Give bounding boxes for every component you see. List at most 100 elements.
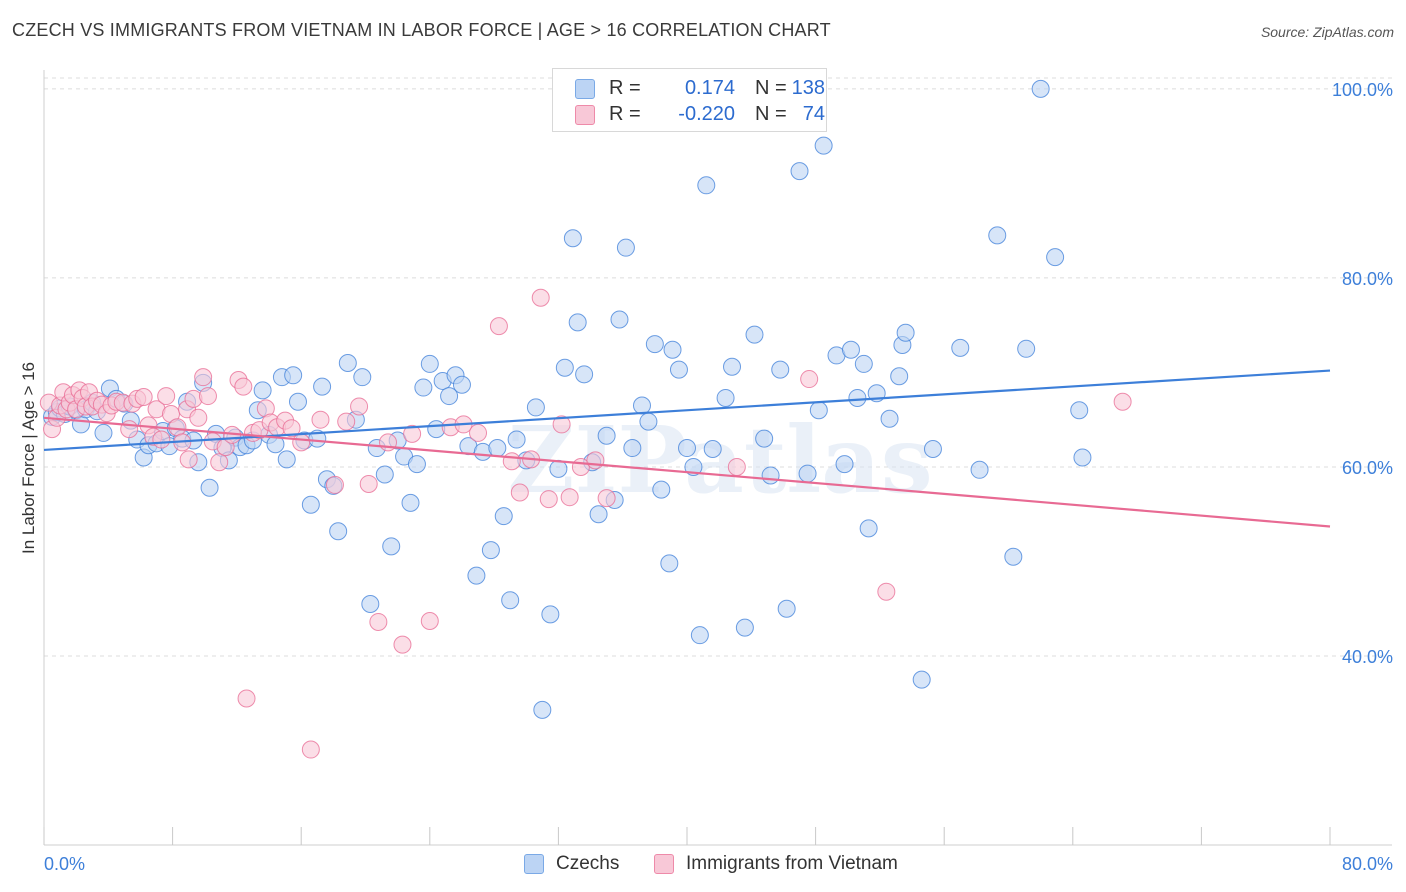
y-tick-label: 40.0%: [1342, 647, 1393, 667]
czech-point: [253, 381, 272, 400]
czech-point: [970, 460, 989, 479]
czech-point: [329, 522, 348, 541]
vietnam-point: [282, 419, 301, 438]
vietnam-point: [539, 490, 558, 509]
vietnam-point: [194, 368, 213, 387]
vietnam-point: [393, 635, 412, 654]
czech-point: [890, 367, 909, 386]
czech-point: [610, 310, 629, 329]
czech-point: [771, 360, 790, 379]
czech-point: [616, 238, 635, 257]
czech-point: [660, 554, 679, 573]
vietnam-point: [152, 430, 171, 449]
vietnam-point: [168, 418, 187, 437]
czech-point: [678, 439, 696, 458]
czech-point: [597, 426, 616, 445]
x-tick-label: 0.0%: [44, 854, 85, 874]
vietnam-point: [120, 420, 139, 439]
vietnam-legend-swatch: [654, 854, 674, 874]
series-legend: Czechs Immigrants from Vietnam: [0, 852, 1406, 878]
n-label: N =: [755, 77, 787, 99]
czech-point: [690, 626, 709, 645]
vietnam-point: [586, 451, 605, 470]
y-tick-label: 100.0%: [1332, 80, 1393, 100]
czech-point: [951, 338, 970, 357]
czech-point: [526, 398, 545, 417]
vietnam-point: [325, 475, 344, 494]
vietnam-point: [510, 483, 529, 502]
vietnam-point: [369, 612, 388, 631]
vietnam-point: [877, 582, 896, 601]
czech-point: [798, 464, 817, 483]
czech-point: [652, 480, 671, 499]
x-tick-label: 80.0%: [1342, 854, 1393, 874]
czech-point: [723, 357, 742, 376]
n-value: 74: [802, 103, 825, 125]
vietnam-point: [420, 612, 439, 631]
czech-point: [669, 360, 688, 379]
legend-label: Czechs: [556, 853, 620, 874]
czech-point: [755, 429, 774, 448]
czech-point: [481, 541, 500, 560]
r-value: 0.174: [684, 77, 735, 99]
czech-point: [859, 519, 878, 538]
czech-point: [988, 226, 1007, 245]
czech-point: [880, 409, 899, 428]
czech-point: [761, 466, 780, 485]
czech-point: [790, 162, 809, 181]
vietnam-point: [531, 288, 550, 307]
vietnam-point: [1113, 392, 1132, 411]
y-tick-label: 80.0%: [1342, 269, 1393, 289]
czech-point: [382, 537, 401, 556]
czech-point: [555, 358, 574, 377]
czech-point: [488, 439, 507, 458]
czech-point: [414, 378, 433, 397]
r-value: -0.220: [678, 103, 735, 125]
czech-point: [575, 365, 594, 384]
czech-point: [777, 599, 796, 618]
czech-point: [361, 594, 380, 613]
czech-point: [854, 354, 873, 373]
y-tick-label: 60.0%: [1342, 458, 1393, 478]
czech-point: [277, 450, 296, 469]
czech-point: [1004, 547, 1023, 566]
czech-point: [313, 377, 332, 396]
vietnam-point: [234, 377, 253, 396]
czech-point: [338, 353, 357, 372]
vietnam-point: [311, 410, 330, 429]
czech-point: [745, 325, 764, 344]
czech-point: [1073, 448, 1092, 467]
czech-point: [440, 387, 459, 406]
vietnam-point: [502, 452, 521, 471]
czech-point: [284, 366, 303, 385]
czechs-swatch: [575, 79, 595, 99]
vietnam-point: [560, 488, 579, 507]
czech-point: [912, 670, 931, 689]
vietnam-point: [403, 424, 422, 443]
vietnam-trend-line: [43, 416, 1331, 528]
vietnam-swatch: [575, 105, 595, 125]
vietnam-point: [198, 387, 217, 406]
czech-point: [703, 439, 722, 458]
czech-point: [467, 566, 486, 585]
czech-point: [407, 455, 426, 474]
chart-title: CZECH VS IMMIGRANTS FROM VIETNAM IN LABO…: [12, 20, 831, 40]
vietnam-point: [489, 317, 508, 336]
vietnam-point: [237, 689, 256, 708]
vietnam-point: [179, 450, 198, 469]
czech-point: [923, 439, 942, 458]
czech-point: [401, 493, 420, 512]
y-axis-label: In Labor Force | Age > 16: [19, 362, 38, 554]
czech-point: [420, 354, 439, 373]
vietnam-point: [337, 412, 356, 431]
vietnam-point: [134, 388, 153, 407]
czech-point: [716, 388, 735, 407]
czech-point: [814, 136, 833, 155]
czech-point: [697, 176, 716, 195]
czech-point: [452, 375, 471, 394]
source-label: Source: ZipAtlas.com: [1260, 24, 1394, 40]
czech-point: [288, 392, 307, 411]
czech-point: [1046, 248, 1065, 267]
czech-point: [533, 700, 552, 719]
